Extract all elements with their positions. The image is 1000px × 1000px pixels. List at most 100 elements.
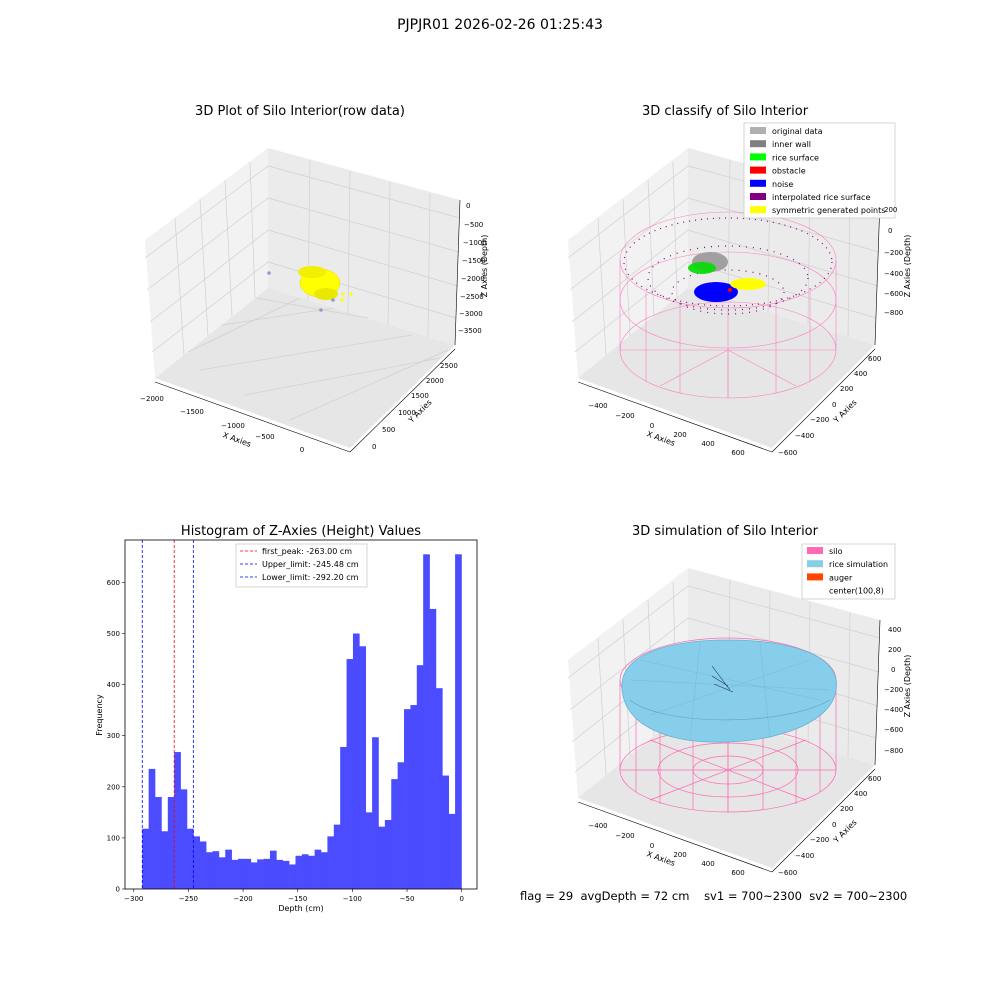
- histogram-bar: [333, 824, 341, 889]
- simulation-legend: silo rice simulation auger center(100,8): [801, 543, 896, 600]
- histogram-legend-box: [235, 543, 368, 588]
- classify-z-axis-label: Z Axies (Depth): [903, 235, 912, 298]
- classify-z-tick: −600: [884, 290, 903, 298]
- raw-point: [349, 292, 353, 296]
- classify-legend-label: rice surface: [772, 153, 819, 162]
- simulation-y-tick: 600: [868, 775, 881, 783]
- raw-axis-lines: [154, 199, 461, 453]
- classify-x-tick: 600: [731, 449, 744, 457]
- raw-point-cluster-bottom: [314, 288, 338, 300]
- histogram-bar: [391, 779, 398, 889]
- classify-legend-swatch: [750, 206, 766, 214]
- simulation-legend-swatch: [807, 573, 823, 581]
- classify-legend-box: [743, 122, 896, 219]
- histogram-bar: [372, 737, 379, 889]
- auger-marker: [711, 665, 734, 693]
- simulation-floor-pane: [578, 708, 875, 868]
- histogram-bar: [167, 797, 175, 889]
- histogram-bar: [410, 705, 418, 889]
- status-avg-depth: avgDepth = 72 cm: [580, 889, 690, 903]
- classify-y-tick: −400: [795, 432, 814, 440]
- simulation-x-tick: −400: [588, 822, 607, 830]
- interpolated-surface-points: [623, 217, 833, 307]
- simulation-y-tick: −400: [795, 852, 814, 860]
- histogram-bar: [346, 659, 354, 889]
- histogram-bar: [384, 820, 392, 889]
- simulation-y-tick: 0: [832, 821, 836, 829]
- histogram-legend-label: Upper_limit: -245.48 cm: [262, 560, 359, 569]
- histogram-bar: [378, 826, 386, 889]
- figure-title: PJPJR01 2026-02-26 01:25:43: [397, 17, 603, 33]
- histogram-x-tick-label: −100: [343, 895, 362, 903]
- histogram-bar: [142, 828, 149, 889]
- histogram-legend-label: first_peak: -263.00 cm: [262, 547, 352, 556]
- classify-legend-swatch: [750, 179, 766, 187]
- histogram-bar: [180, 789, 188, 889]
- raw-tick-labels: −2000 −1500 −1000 −500 0 0 500 1000 1500…: [140, 202, 487, 454]
- histogram-bar: [225, 849, 232, 889]
- raw-x-tick: −2000: [140, 395, 164, 403]
- histogram-bar: [244, 858, 252, 889]
- classify-legend-swatch: [750, 153, 766, 161]
- histogram-bar: [148, 768, 156, 889]
- classify-legend-label: inner wall: [772, 140, 811, 149]
- classify-z-tick: −400: [884, 270, 903, 278]
- classify-back-pane-left: [568, 148, 688, 378]
- histogram-y-tick-label: 300: [107, 732, 120, 740]
- classify-x-tick: −400: [588, 402, 607, 410]
- histogram-x-tick-label: −250: [179, 895, 198, 903]
- histogram-bar: [423, 554, 430, 889]
- raw-plot-title: 3D Plot of Silo Interior(row data): [195, 104, 405, 119]
- classify-z-tick: 0: [888, 227, 892, 235]
- classify-x-tick: 200: [673, 431, 686, 439]
- raw-back-pane-left: [145, 148, 268, 378]
- histogram-bar: [327, 836, 335, 889]
- raw-z-tick: −3500: [458, 327, 482, 335]
- raw-y-tick: 2000: [426, 377, 444, 385]
- classify-legend: original data inner wall rice surface obsta…: [743, 122, 896, 219]
- raw-x-axis-label: X Axies: [221, 430, 252, 449]
- histogram-bar: [206, 852, 213, 889]
- histogram-y-tick-label: 200: [107, 783, 120, 791]
- classify-legend-swatch: [750, 193, 766, 200]
- simulation-rice-surface: [621, 639, 837, 743]
- status-sv2: sv2 = 700~2300: [809, 889, 908, 903]
- histogram-y-tick-label: 600: [107, 579, 120, 587]
- raw-y-tick: 500: [382, 426, 395, 434]
- histogram-bar: [321, 852, 328, 889]
- status-flag: flag = 29: [520, 889, 574, 903]
- classify-y-tick: −600: [778, 449, 797, 457]
- simulation-legend-label: silo: [829, 547, 843, 556]
- histogram-y-tick-label: 500: [107, 630, 120, 638]
- classify-legend-label: symmetric generated points: [772, 206, 885, 215]
- raw-y-tick: 2500: [440, 362, 458, 370]
- classify-tick-labels: −400 −200 0 200 400 600 −600 −400 −200 0…: [588, 206, 903, 457]
- simulation-x-tick: 600: [731, 869, 744, 877]
- histogram-y-tick-label: 400: [107, 681, 120, 689]
- histogram-chart: −300 −250 −200 −150 −100 −50 0 0 100 200 300 400 500…: [95, 539, 478, 913]
- classify-x-axis-label: X Axies: [645, 429, 676, 448]
- raw-point-cluster-top: [298, 266, 326, 278]
- histogram-bar: [455, 554, 462, 889]
- histogram-bar: [174, 752, 181, 889]
- simulation-z-tick: −400: [884, 706, 903, 714]
- simulation-x-axis-label: X Axies: [645, 849, 676, 868]
- histogram-bar: [404, 709, 411, 889]
- raw-z-tick: −3000: [459, 310, 483, 318]
- classify-legend-swatch: [750, 127, 766, 134]
- classify-x-tick: −200: [615, 412, 634, 420]
- histogram-bar: [365, 812, 373, 889]
- histogram-bar: [295, 855, 303, 889]
- noise-points: [694, 282, 738, 302]
- raw-point: [340, 298, 344, 302]
- histogram-bar: [238, 858, 245, 889]
- simulation-legend-label: rice simulation: [829, 560, 888, 569]
- raw-point: [319, 308, 323, 312]
- histogram-bar: [352, 633, 360, 889]
- simulation-axis-lines: [577, 619, 881, 873]
- histogram-x-tick-label: 0: [459, 895, 463, 903]
- histogram-y-tick-label: 100: [107, 834, 120, 842]
- symmetric-points: [730, 278, 766, 290]
- classify-x-tick: 0: [650, 422, 654, 430]
- raw-floor-pane: [155, 288, 455, 448]
